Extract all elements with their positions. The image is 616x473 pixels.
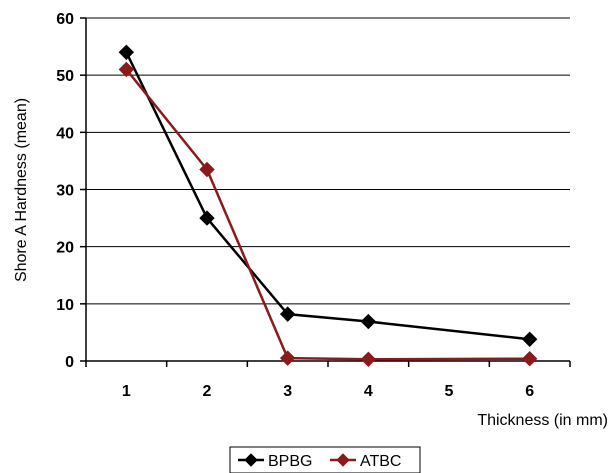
y-tick-label: 10 [56, 297, 74, 314]
data-point-atbc [199, 161, 215, 178]
x-tick-label: 3 [283, 383, 292, 400]
legend-marker [336, 453, 350, 467]
legend-marker [244, 453, 258, 467]
legend: BPBG ATBC [229, 446, 421, 473]
y-tick-label: 60 [56, 11, 74, 28]
data-point-bpbg [279, 306, 296, 322]
x-tick-label: 6 [525, 383, 534, 400]
x-tick-label: 1 [122, 383, 131, 400]
y-tick-label: 40 [56, 125, 74, 142]
x-tick-labels: 1 2 3 4 5 6 [85, 361, 571, 400]
data-point-bpbg [521, 331, 538, 347]
legend-label: BPBG [268, 453, 312, 470]
y-tick-label: 30 [56, 183, 74, 200]
data-point-atbc [279, 350, 296, 366]
x-tick-label: 4 [364, 383, 373, 400]
y-axis-title: Shore A Hardness (mean) [13, 98, 30, 282]
data-point-bpbg [199, 210, 215, 226]
x-tick-label: 2 [203, 383, 212, 400]
x-axis-title: Thickness (in mm) [477, 412, 608, 429]
data-point-atbc [521, 351, 538, 367]
legend-item-bpbg: BPBG [238, 453, 312, 470]
y-tick-label: 20 [56, 240, 74, 257]
series-line-atbc [125, 68, 530, 361]
data-point-bpbg [360, 313, 377, 330]
data-series [118, 44, 538, 367]
data-point-bpbg [118, 44, 135, 61]
series-line-bpbg [125, 51, 530, 341]
y-tick-labels: 0 10 20 30 40 50 60 [56, 11, 86, 371]
x-tick-label: 5 [445, 383, 454, 400]
data-point-atbc [360, 351, 377, 367]
y-tick-label: 50 [56, 68, 74, 85]
legend-label: ATBC [360, 453, 401, 470]
data-point-atbc [118, 61, 135, 78]
legend-item-atbc: ATBC [330, 453, 401, 470]
series-bpbg [118, 44, 538, 347]
gridlines [86, 17, 570, 305]
series-atbc [118, 61, 538, 367]
y-tick-label: 0 [65, 354, 74, 371]
